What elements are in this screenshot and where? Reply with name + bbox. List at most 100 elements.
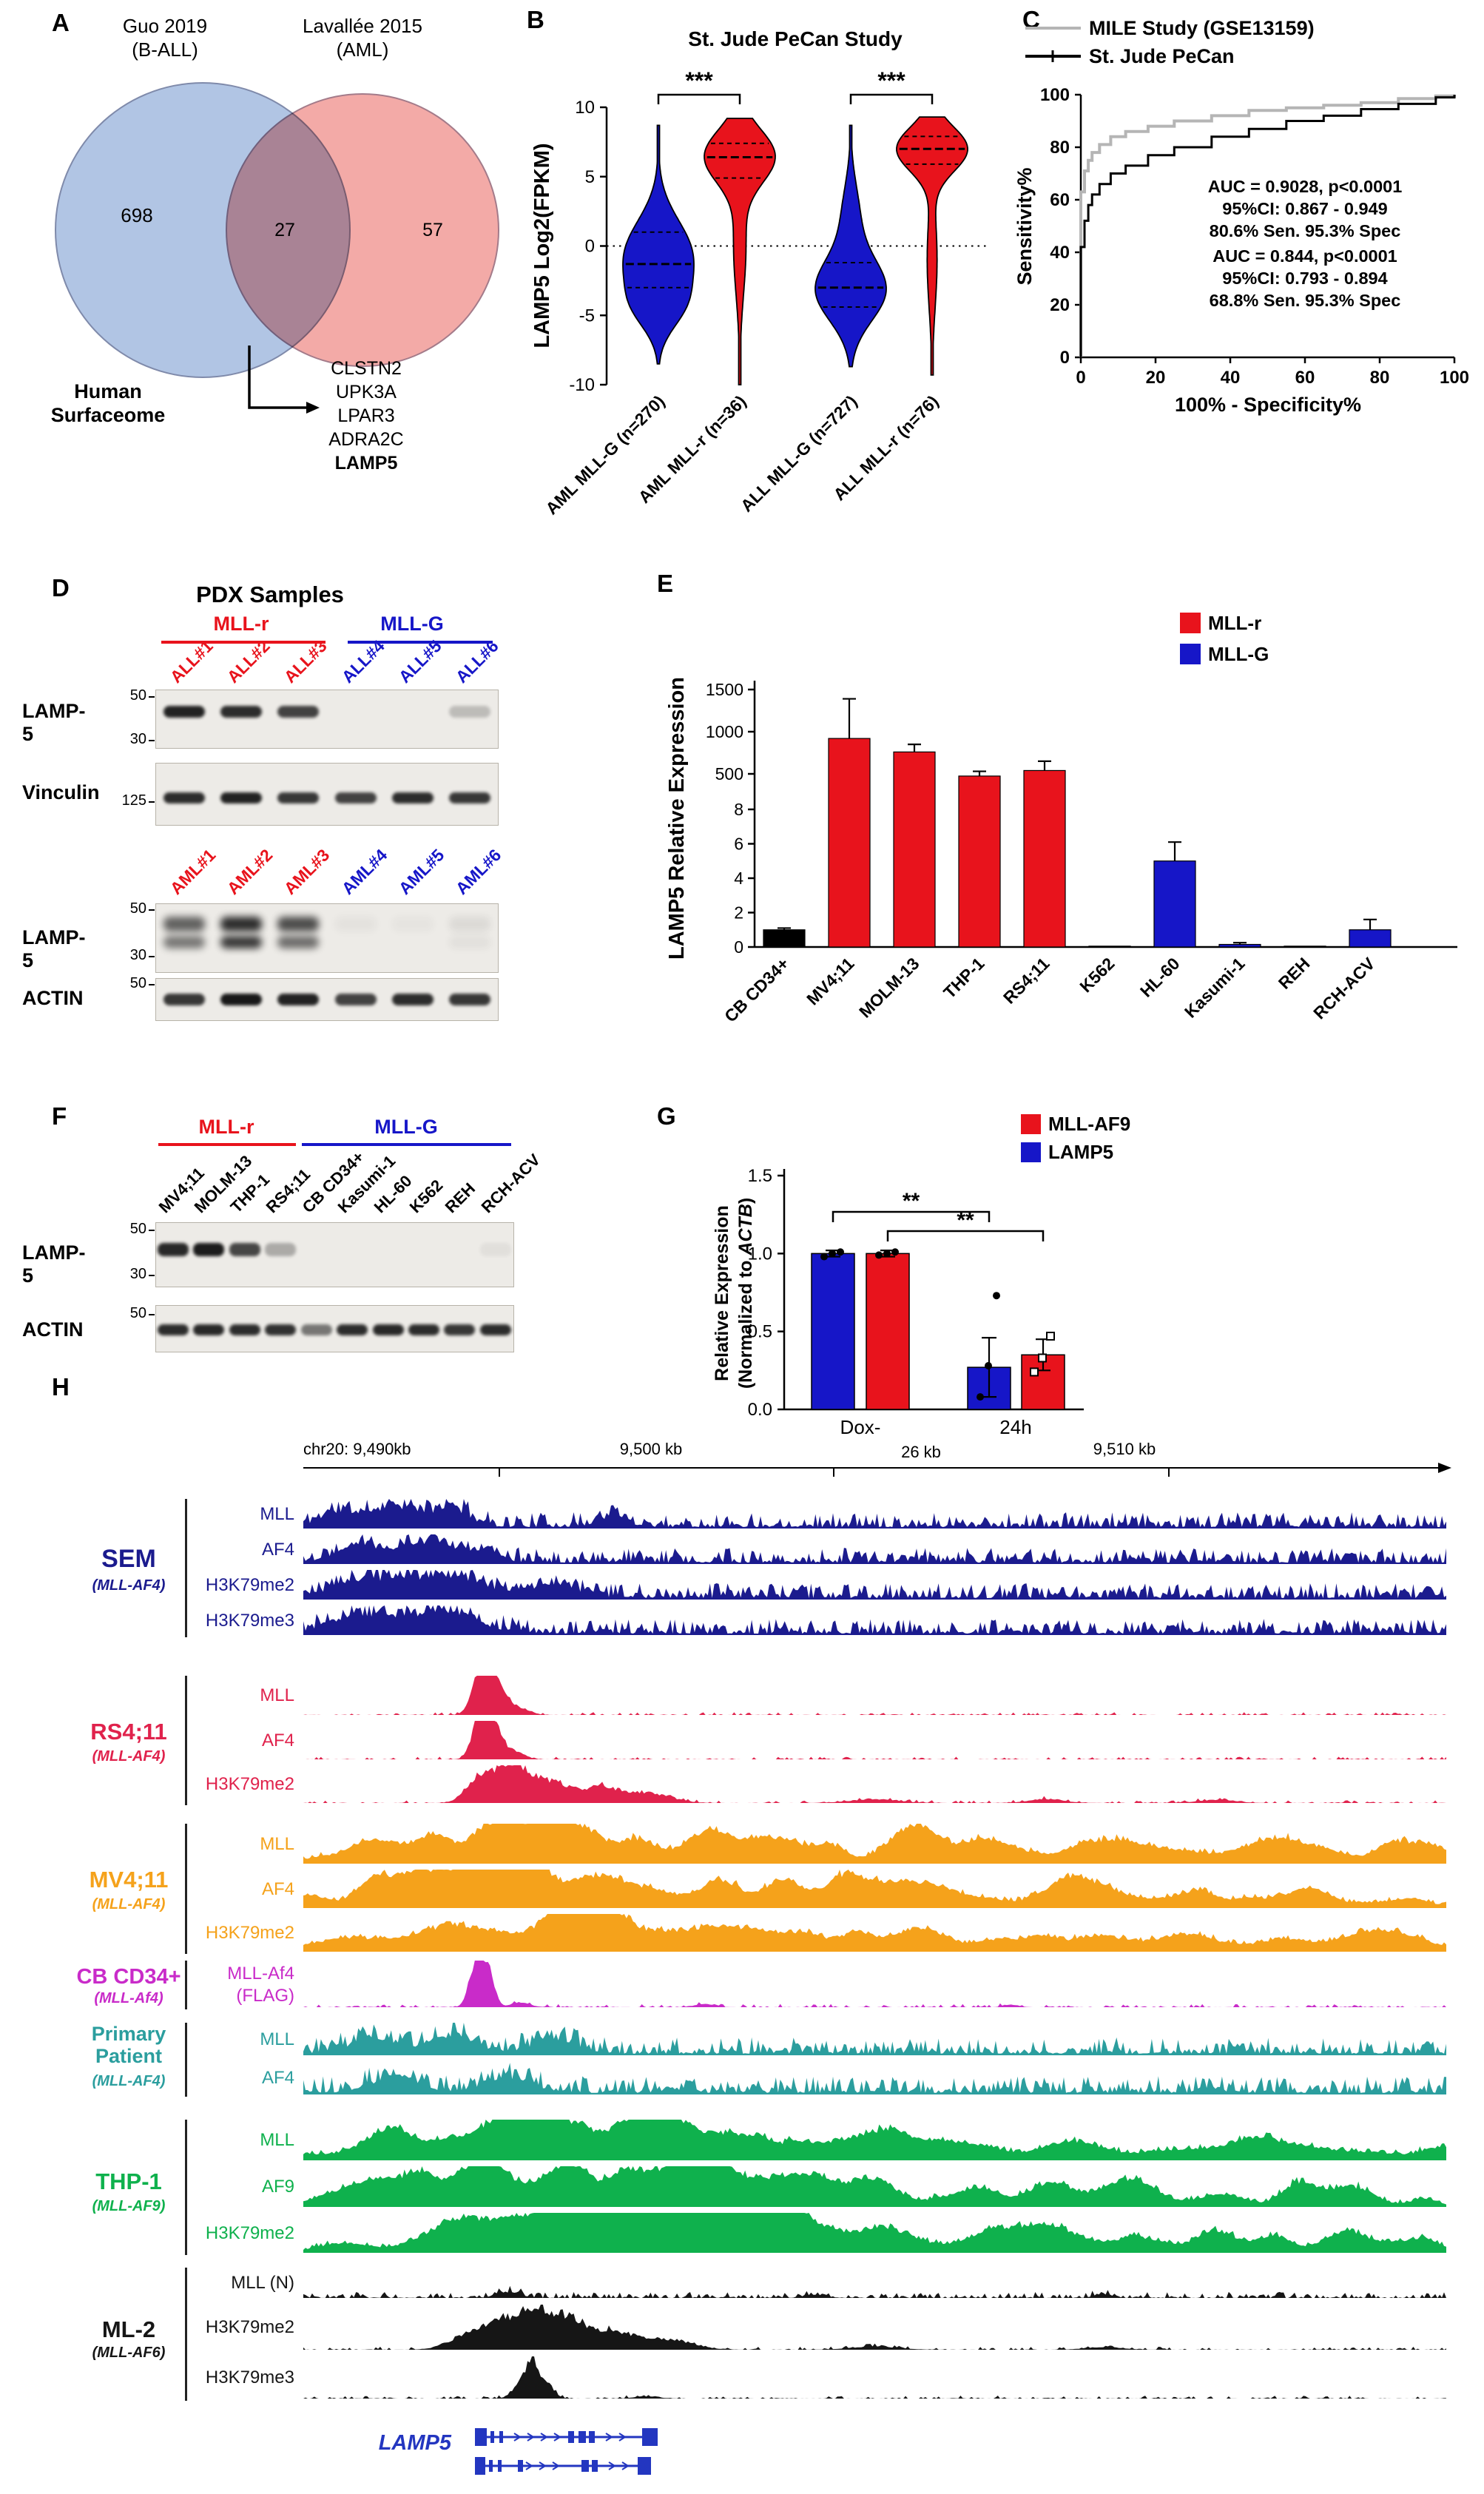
- signal: [303, 1824, 1446, 1864]
- direction-arrow: [621, 2461, 630, 2470]
- stats-gray: 95%CI: 0.867 - 0.949: [1222, 199, 1387, 218]
- surfaceome-line2: Surfaceome: [50, 404, 166, 426]
- mll-g-header-f: MLL-G: [374, 1116, 438, 1138]
- g-ylabel-1: Relative Expression: [712, 1205, 732, 1381]
- group-name-Patient: Patient: [95, 2045, 163, 2067]
- bar-HL-60: [1153, 860, 1196, 948]
- band: [163, 792, 205, 804]
- data-point: [837, 1248, 844, 1256]
- lane-label-ALL#2: ALL#2: [223, 636, 274, 687]
- data-point: [977, 1393, 984, 1401]
- exon: [498, 2460, 502, 2472]
- track-label-MLL: MLL: [260, 1503, 294, 1524]
- y-tick-label: 0.5: [748, 1322, 772, 1342]
- candidate-gene-list: CLSTN2 UPK3A LPAR3 ADRA2C LAMP5: [296, 357, 436, 475]
- band: [163, 706, 205, 718]
- direction-arrow: [540, 2433, 548, 2441]
- lane-label-ALL#5: ALL#5: [394, 636, 445, 687]
- band: [449, 994, 490, 1005]
- band: [392, 994, 434, 1005]
- lane-label-AML#3: AML#3: [280, 845, 334, 898]
- group-bracket: [185, 1499, 187, 1637]
- panel-label-d: D: [52, 574, 70, 601]
- group-bracket: [185, 2023, 187, 2097]
- signal: [303, 2213, 1446, 2253]
- data-point: [875, 1251, 883, 1259]
- signal: [303, 2120, 1446, 2160]
- group-subtitle: (MLL-AF4): [92, 1896, 166, 1912]
- chipseq-track-SEM-AF4: [303, 1534, 1446, 1564]
- exon: [638, 2457, 651, 2475]
- track-label-H3K79me3: H3K79me3: [205, 1610, 294, 1631]
- gene-ADRA2C: ADRA2C: [328, 429, 404, 450]
- venn-right-title-1: Lavallée 2015: [303, 15, 422, 37]
- group-name-THP-1: THP-1: [95, 2168, 162, 2194]
- stats-gray: AUC = 0.9028, p<0.0001: [1208, 177, 1403, 196]
- legend-label: LAMP5: [1048, 1141, 1113, 1163]
- ruler-arrow-icon: [1438, 1463, 1451, 1473]
- chipseq-track-ML-2-H3K79me3: [303, 2356, 1446, 2399]
- group-name-MV4;11: MV4;11: [89, 1867, 169, 1893]
- data-point: [829, 1250, 836, 1258]
- signal: [303, 1870, 1446, 1908]
- track-area: SEM (MLL-AF4) MLL AF4 H3K79me2 H3K79me3 RS4;11…: [0, 1435, 1484, 2494]
- expression-bar-chart: LAMP5 Relative Expression 0 2 4 6 8 500 1000 15…: [665, 612, 1457, 1026]
- group-bracket: [185, 1824, 187, 1954]
- track-label-MLL: MLL: [260, 2029, 294, 2049]
- mll-r-header-d: MLL-r: [213, 613, 269, 635]
- track-label-(FLAG): (FLAG): [236, 1986, 294, 2006]
- chipseq-track-RS4;11-AF4: [303, 1721, 1446, 1759]
- data-point: [993, 1292, 1000, 1300]
- chipseq-track-MV4;11-H3K79me2: [303, 1914, 1446, 1952]
- group-subtitle: (MLL-AF4): [92, 1577, 166, 1594]
- lane-label-ALL#4: ALL#4: [337, 636, 388, 687]
- bar-MLL-AF9-0: [866, 1253, 910, 1410]
- blot-name-ACTIN: ACTIN: [22, 987, 84, 1009]
- blot-name-LAMP-5: LAMP-5: [22, 700, 86, 745]
- band: [158, 1324, 189, 1335]
- blot-LAMP-5: [155, 690, 499, 749]
- exon: [499, 2431, 503, 2443]
- group-subtitle: (MLL-Af4): [94, 1990, 163, 2006]
- track-label-MLL (N): MLL (N): [231, 2273, 294, 2293]
- x-group-label: Dox-: [840, 1416, 881, 1438]
- mw-tick: [149, 695, 155, 698]
- band: [335, 917, 377, 932]
- band: [220, 936, 262, 949]
- signal: [303, 1570, 1446, 1600]
- arrow-head-icon: [306, 402, 320, 414]
- signal: [303, 1534, 1446, 1564]
- lane-label-RCH-ACV: RCH-ACV: [477, 1150, 544, 1217]
- lane-label-AML#6: AML#6: [451, 845, 505, 898]
- x-tick-label: 60: [1295, 368, 1315, 388]
- chipseq-track-THP-1-MLL: [303, 2120, 1446, 2160]
- lane-label-ALL#1: ALL#1: [166, 636, 217, 687]
- group-name-RS4;11: RS4;11: [90, 1719, 167, 1745]
- signal: [303, 2305, 1446, 2350]
- sig-stars: ***: [877, 67, 905, 94]
- group-bracket: [185, 2120, 187, 2255]
- panel-label-c: C: [1022, 6, 1040, 33]
- bar-label: MV4;11: [803, 954, 858, 1009]
- band: [163, 994, 205, 1005]
- track-label-H3K79me2: H3K79me2: [205, 1574, 294, 1595]
- band: [220, 792, 262, 804]
- y-tick-label: 80: [1050, 138, 1070, 158]
- chipseq-track-ML-2-MLL (N): [303, 2285, 1446, 2298]
- lane-label-ALL#6: ALL#6: [451, 636, 502, 687]
- chipseq-track-SEM-H3K79me3: [303, 1605, 1446, 1635]
- band: [265, 1324, 296, 1335]
- mw-tick: [149, 1230, 155, 1232]
- track-label-AF4: AF4: [261, 2068, 294, 2088]
- lane-label-REH: REH: [441, 1179, 479, 1217]
- arrow-line: [248, 346, 308, 409]
- blot-name-ACTIN: ACTIN: [22, 1318, 84, 1341]
- y-tick-label: 1.5: [748, 1166, 772, 1186]
- direction-arrow: [513, 2433, 522, 2441]
- signal: [303, 1914, 1446, 1952]
- direction-arrow: [608, 2461, 616, 2470]
- mw-tick: [149, 1275, 155, 1277]
- group-subtitle: (MLL-AF4): [92, 1748, 166, 1765]
- blot-LAMP-5: [155, 903, 499, 973]
